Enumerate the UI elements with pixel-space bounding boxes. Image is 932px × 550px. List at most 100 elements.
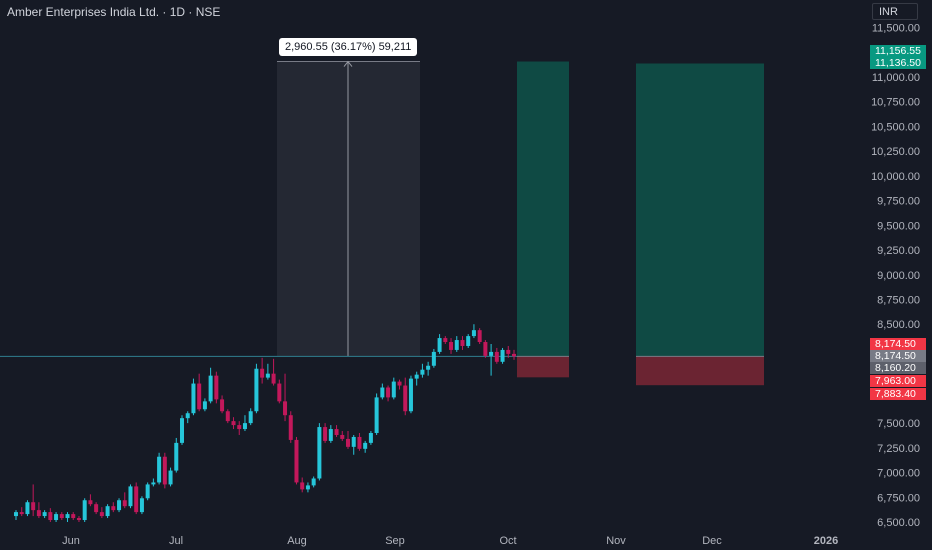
candle-body	[31, 502, 36, 511]
candle-body	[443, 338, 448, 343]
candle-body	[368, 433, 373, 443]
y-tick-label: 9,500.00	[877, 220, 920, 232]
candle-body	[489, 351, 494, 356]
candle-body	[477, 330, 482, 343]
candle-body	[397, 381, 402, 386]
candle-body	[426, 365, 431, 370]
candle-body	[105, 506, 110, 517]
candle-body	[449, 342, 454, 350]
candle-body	[431, 351, 436, 366]
x-tick-label: 2026	[814, 535, 838, 547]
y-tick-label: 9,750.00	[877, 196, 920, 208]
candle-body	[54, 514, 59, 521]
candle-body	[225, 411, 230, 422]
candle-body	[122, 500, 127, 507]
price-tag: 8,174.50	[870, 338, 926, 350]
y-tick-label: 10,000.00	[871, 171, 920, 183]
x-tick-label: Sep	[385, 535, 405, 547]
candle-body	[380, 387, 385, 398]
candle-body	[242, 423, 247, 430]
candle-body	[288, 415, 293, 440]
candle-body	[254, 368, 259, 412]
x-tick-label: Aug	[287, 535, 307, 547]
price-tag: 11,136.50	[870, 57, 926, 69]
candle-body	[197, 383, 202, 410]
candle-body	[13, 512, 19, 517]
candle-body	[168, 470, 173, 485]
candle-body	[351, 436, 356, 447]
candle-body	[76, 518, 81, 521]
y-tick-label: 6,750.00	[877, 492, 920, 504]
candle-body	[265, 373, 270, 378]
candle-body	[374, 397, 379, 433]
candle-body	[36, 510, 41, 517]
currency-selector[interactable]: INR	[872, 3, 918, 20]
candle-body	[191, 383, 196, 414]
y-tick-label: 11,000.00	[872, 72, 920, 84]
candle-body	[19, 512, 24, 515]
candle-body	[305, 485, 310, 490]
candle-body	[111, 506, 116, 511]
candle-body	[363, 442, 368, 449]
candle-body	[185, 413, 190, 419]
candle-body	[94, 504, 99, 513]
candle-body	[357, 436, 362, 449]
candle-body	[208, 375, 213, 402]
x-tick-label: Jul	[169, 535, 183, 547]
candle-body	[117, 500, 122, 511]
candle-body	[323, 427, 328, 441]
position-target-zone	[517, 61, 569, 357]
candle-body	[214, 375, 219, 400]
y-tick-label: 7,500.00	[877, 418, 920, 430]
candle-body	[277, 383, 282, 402]
price-tag: 11,156.55	[870, 45, 926, 57]
candle-body	[334, 429, 339, 435]
x-tick-label: Dec	[702, 535, 722, 547]
candle-body	[151, 482, 156, 485]
candle-body	[420, 369, 425, 375]
price-tag: 8,160.20	[870, 362, 926, 374]
x-tick-label: Jun	[62, 535, 80, 547]
y-tick-label: 10,750.00	[871, 97, 920, 109]
candle-body	[391, 381, 396, 398]
y-tick-label: 10,500.00	[871, 121, 920, 133]
price-tag: 7,883.40	[870, 388, 926, 400]
candle-body	[202, 401, 207, 410]
measure-arrow-head	[343, 60, 353, 67]
candle-body	[231, 421, 236, 426]
candle-body	[65, 514, 70, 519]
y-tick-label: 9,000.00	[877, 270, 920, 282]
y-tick-label: 6,500.00	[877, 517, 920, 529]
y-tick-label: 7,250.00	[877, 443, 920, 455]
candle-body	[48, 512, 53, 521]
price-tag: 8,174.50	[870, 350, 926, 362]
candle-body	[237, 425, 242, 430]
y-tick-label: 8,750.00	[877, 295, 920, 307]
candle-body	[59, 514, 64, 519]
candle-body	[460, 340, 465, 346]
candle-body	[179, 418, 185, 443]
candle-body	[128, 486, 133, 507]
position-stop-zone	[636, 356, 764, 386]
candle-body	[300, 482, 305, 490]
candle-body	[162, 456, 167, 485]
candle-body	[500, 349, 505, 362]
candle-body	[145, 484, 150, 499]
position-target-zone	[636, 63, 764, 357]
candle-body	[437, 338, 442, 352]
x-tick-label: Nov	[606, 535, 626, 547]
candle-body	[134, 486, 139, 513]
candle-body	[506, 349, 511, 354]
candle-body	[345, 438, 351, 447]
price-tag: 7,963.00	[870, 375, 926, 387]
candle-body	[317, 427, 322, 479]
candle-body	[408, 378, 413, 412]
y-tick-label: 11,500.00	[872, 23, 920, 35]
candle-body	[88, 500, 93, 505]
position-stop-zone	[517, 356, 569, 378]
y-tick-label: 10,250.00	[871, 146, 920, 158]
candle-body	[311, 478, 316, 486]
candle-body	[283, 401, 288, 416]
